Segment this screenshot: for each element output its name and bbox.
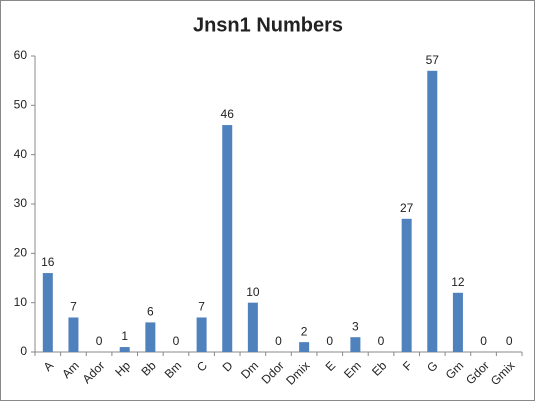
data-label: 7 [198,300,205,314]
data-label: 3 [352,319,359,333]
data-label: 0 [275,334,282,348]
bar [196,317,207,352]
data-label: 0 [96,334,103,348]
bar [350,337,361,352]
bar [222,125,233,352]
data-label: 27 [400,201,414,215]
data-label: 2 [301,324,308,338]
bar [427,70,438,353]
bar [42,273,53,352]
chart-title: Jnsn1 Numbers [193,14,343,36]
bar [145,322,156,352]
bar [68,317,79,352]
data-label: 16 [41,255,55,269]
bar [119,347,130,352]
data-label: 0 [378,334,385,348]
y-tick-label: 10 [14,295,28,309]
data-label: 1 [121,329,128,343]
data-label: 7 [70,300,77,314]
y-tick-label: 50 [14,98,28,112]
y-tick-label: 20 [14,246,28,260]
y-tick-label: 40 [14,147,28,161]
data-label: 12 [451,275,465,289]
data-label: 57 [426,53,440,67]
bar [247,302,258,352]
data-label: 6 [147,305,154,319]
bar [401,218,412,352]
data-label: 0 [506,334,513,348]
bar [452,292,463,352]
y-tick-label: 30 [14,196,28,210]
data-label: 0 [326,334,333,348]
data-label: 46 [221,107,235,121]
data-label: 0 [480,334,487,348]
y-tick-label: 0 [20,344,27,358]
y-tick-label: 60 [14,48,28,62]
bar [299,342,310,352]
data-label: 10 [246,285,260,299]
data-label: 0 [173,334,180,348]
